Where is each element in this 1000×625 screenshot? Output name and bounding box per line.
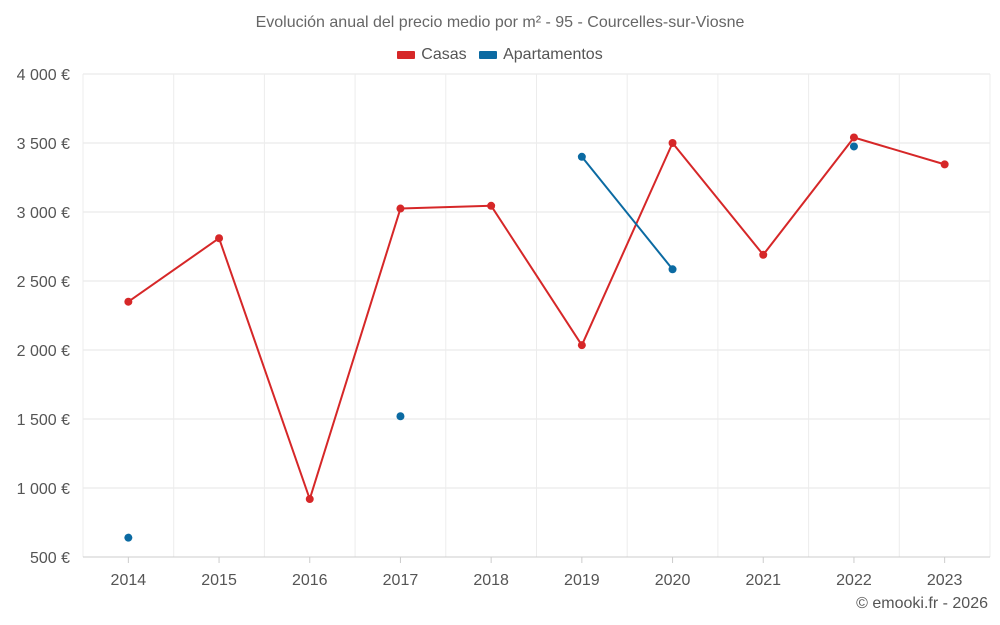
chart-title: Evolución anual del precio medio por m² … bbox=[255, 14, 745, 31]
x-tick-label: 2023 bbox=[927, 572, 963, 589]
series-line-casas bbox=[399, 204, 493, 210]
data-point-casas bbox=[759, 250, 768, 259]
data-point-casas bbox=[849, 133, 858, 142]
y-tick-label: 3 000 € bbox=[17, 205, 70, 222]
series-line-casas bbox=[308, 207, 402, 501]
y-tick-label: 2 000 € bbox=[17, 343, 70, 360]
series-layer bbox=[124, 133, 949, 542]
x-tick-label: 2018 bbox=[473, 572, 509, 589]
y-tick-label: 500 € bbox=[30, 550, 70, 567]
legend-item-casas[interactable]: Casas bbox=[397, 46, 467, 64]
data-point-casas bbox=[577, 341, 586, 350]
y-tick-label: 4 000 € bbox=[17, 67, 70, 84]
series-line-apartamentos bbox=[580, 155, 674, 271]
legend-swatch-apartamentos bbox=[479, 51, 498, 59]
credit-text: © emooki.fr - 2026 bbox=[856, 595, 988, 612]
data-point-casas bbox=[215, 234, 224, 243]
x-tick-label: 2016 bbox=[292, 572, 328, 589]
grid-lines bbox=[82, 73, 991, 557]
x-tick-label: 2015 bbox=[201, 572, 237, 589]
data-point-casas bbox=[487, 201, 496, 210]
legend-item-apartamentos[interactable]: Apartamentos bbox=[479, 46, 603, 64]
series-line-casas bbox=[580, 142, 674, 347]
series-line-casas bbox=[671, 142, 765, 256]
data-point-casas bbox=[668, 139, 677, 147]
axes: 500 € 1 000 € 1 500 € 2 000 € 2 500 € 3 000 €… bbox=[17, 67, 990, 589]
y-tick-label: 3 500 € bbox=[17, 136, 70, 153]
y-tick-label: 2 500 € bbox=[17, 274, 70, 291]
series-line-casas bbox=[852, 136, 946, 166]
data-point-apartamentos bbox=[396, 412, 405, 421]
x-tick-label: 2017 bbox=[383, 572, 419, 589]
x-tick-label: 2019 bbox=[564, 572, 600, 589]
series-line-casas bbox=[127, 237, 221, 303]
y-tick-label: 1 000 € bbox=[17, 481, 70, 498]
x-tick-label: 2021 bbox=[745, 572, 781, 589]
x-tick-label: 2014 bbox=[111, 572, 147, 589]
legend-label-casas: Casas bbox=[421, 46, 467, 63]
data-point-casas bbox=[940, 160, 949, 169]
data-point-casas bbox=[124, 297, 133, 306]
legend-swatch-casas bbox=[397, 51, 416, 59]
data-point-apartamentos bbox=[849, 142, 858, 151]
legend-label-apartamentos: Apartamentos bbox=[503, 46, 603, 63]
data-point-apartamentos bbox=[124, 533, 133, 542]
data-point-casas bbox=[305, 495, 314, 504]
data-point-casas bbox=[396, 204, 405, 213]
x-tick-label: 2020 bbox=[655, 572, 691, 589]
data-point-apartamentos bbox=[577, 152, 586, 161]
x-tick-label: 2022 bbox=[836, 572, 872, 589]
y-tick-label: 1 500 € bbox=[17, 412, 70, 429]
series-line-casas bbox=[218, 237, 311, 501]
series-line-casas bbox=[490, 204, 583, 347]
data-point-apartamentos bbox=[668, 265, 677, 274]
legend: Casas Apartamentos bbox=[0, 46, 1000, 64]
series-line-casas bbox=[762, 136, 855, 256]
